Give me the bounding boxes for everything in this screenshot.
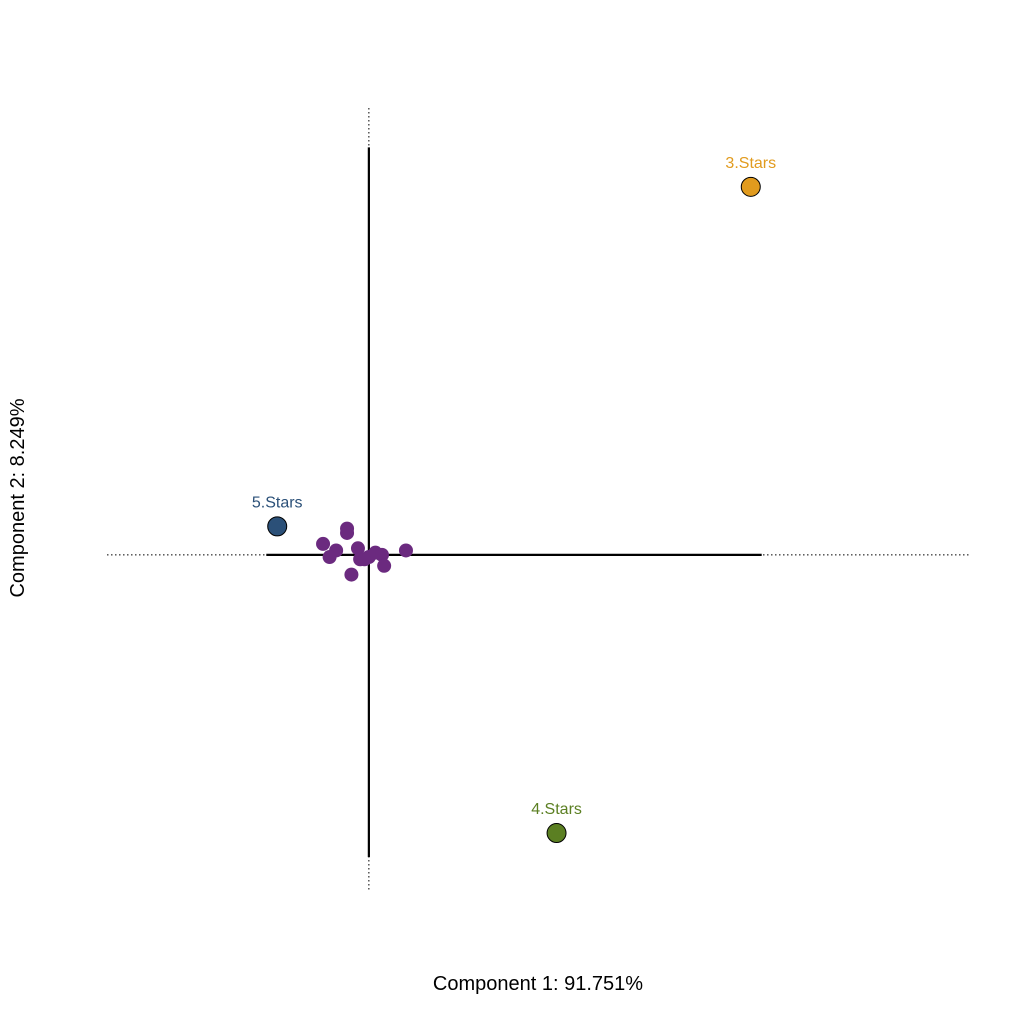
column-point [740, 176, 761, 197]
column-point-label: 3.Stars [725, 155, 776, 172]
column-point [267, 516, 288, 537]
column-point-label: 4.Stars [531, 801, 582, 818]
labeled-points-group: 3.Stars 4.Stars 5.Stars [252, 155, 776, 844]
row-point [340, 525, 355, 540]
row-point [316, 536, 331, 551]
column-point-label: 5.Stars [252, 494, 303, 511]
row-point [374, 547, 389, 562]
x-axis-title: Component 1: 91.751% [433, 973, 643, 995]
y-axis-title: Component 2: 8.249% [7, 398, 29, 597]
row-points-group [316, 521, 413, 582]
row-point [350, 541, 365, 556]
axes-group [107, 108, 969, 890]
row-point [398, 543, 413, 558]
row-point [344, 567, 359, 582]
column-point [546, 823, 567, 844]
row-point [377, 558, 392, 573]
row-point [322, 550, 337, 565]
